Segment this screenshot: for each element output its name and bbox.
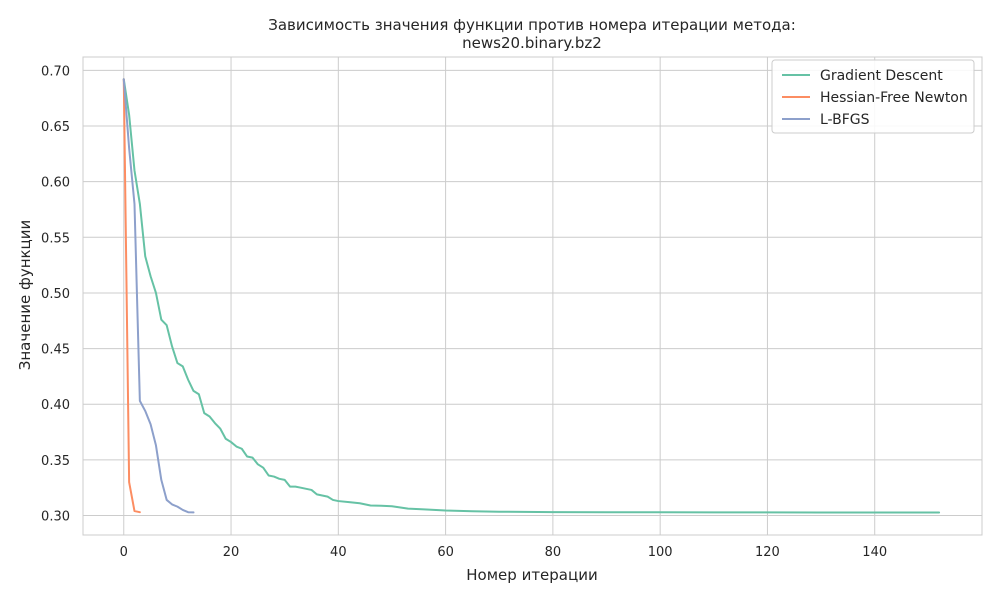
plot-area <box>82 56 983 536</box>
y-tick-label: 0.45 <box>41 343 70 358</box>
series-lines <box>122 78 941 514</box>
y-tick-label: 0.40 <box>41 398 70 413</box>
x-axis-ticks: 0 20 40 60 80 100 120 140 <box>120 545 888 560</box>
chart-subtitle: news20.binary.bz2 <box>462 34 602 52</box>
x-tick-label: 120 <box>755 545 780 560</box>
y-tick-label: 0.70 <box>41 64 70 79</box>
series-line-hessian-free-newton <box>122 78 141 514</box>
y-tick-label: 0.50 <box>41 287 70 302</box>
y-tick-label: 0.55 <box>41 231 70 246</box>
y-tick-label: 0.60 <box>41 176 70 191</box>
x-tick-label: 100 <box>648 545 673 560</box>
x-tick-label: 20 <box>223 545 240 560</box>
x-tick-label: 60 <box>437 545 454 560</box>
legend-label-gradient-descent: Gradient Descent <box>820 68 943 84</box>
legend-label-hessian-free-newton: Hessian-Free Newton <box>820 90 968 106</box>
grid <box>83 57 982 535</box>
y-tick-label: 0.65 <box>41 120 70 135</box>
legend-label-l-bfgs: L-BFGS <box>820 112 870 128</box>
y-tick-label: 0.35 <box>41 454 70 469</box>
series-line-gradient-descent <box>122 78 941 514</box>
legend-frame <box>771 59 975 134</box>
series-line-l-bfgs <box>122 78 195 514</box>
x-tick-label: 80 <box>545 545 562 560</box>
y-axis-ticks: 0.30 0.35 0.40 0.45 0.50 0.55 0.60 0.65 0.70 <box>41 64 70 524</box>
x-tick-label: 140 <box>862 545 887 560</box>
x-axis-label: Номер итерации <box>466 566 597 584</box>
x-tick-label: 0 <box>120 545 128 560</box>
legend: Gradient Descent Hessian-Free Newton L-BFG… <box>771 59 975 134</box>
y-tick-label: 0.30 <box>41 510 70 525</box>
y-axis-label: Значение функции <box>16 220 34 371</box>
chart-title: Зависимость значения функции против номе… <box>268 16 796 34</box>
x-tick-label: 40 <box>330 545 347 560</box>
